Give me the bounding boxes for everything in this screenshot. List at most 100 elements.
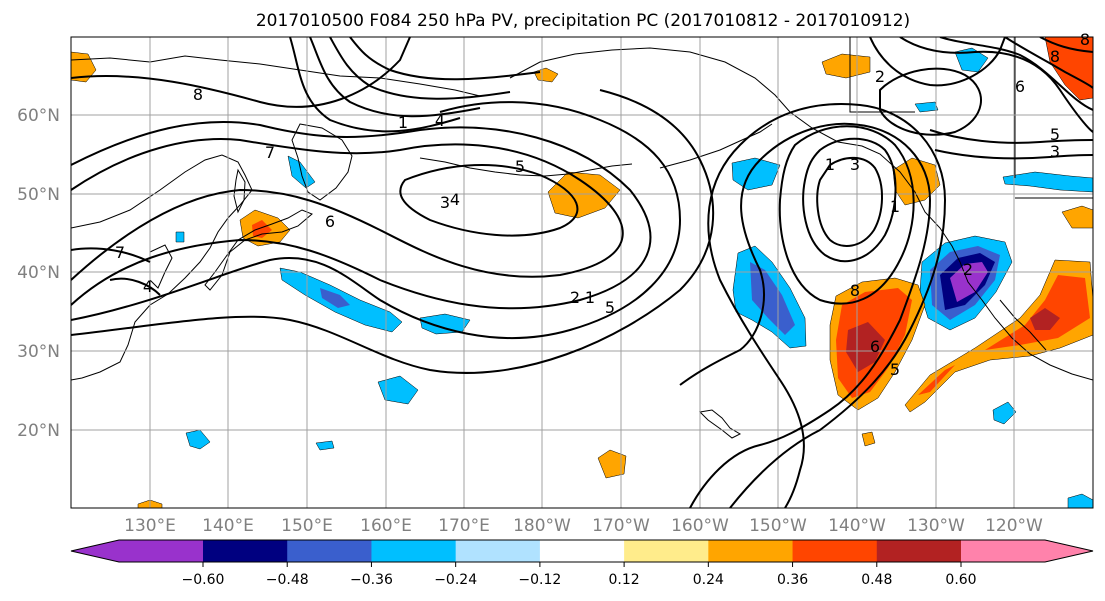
pv-contour [289,37,461,133]
pv-contour [1039,37,1093,53]
colorbar-tick-label: 0.48 [861,572,892,588]
lat-label: 40°N [17,263,60,283]
colorbar-segment [371,540,457,562]
colorbar-segment [708,540,794,562]
precip-positive-area [904,259,1093,413]
contour-label: 7 [115,243,125,262]
precip-negative-core [320,288,350,308]
precip-negative-area [1002,171,1093,193]
lon-label: 170°E [438,516,490,536]
lat-label: 50°N [17,185,60,205]
colorbar-extend-low [71,540,203,562]
colorbar-segment [455,540,541,562]
precip-positive-area [1061,205,1093,229]
contour-label: 3 [440,193,450,212]
contour-label: 1 [398,113,408,132]
pv-contour [929,129,1093,144]
precip-negative-area [731,157,781,191]
contour-label: 4 [450,190,460,209]
precip-negative-area [377,375,419,405]
contour-label: 8 [850,281,860,300]
precip-negative-area [914,101,939,113]
contour-label: 2 [875,67,885,86]
lon-label: 140°W [828,516,886,536]
precip-positive-area [892,157,941,206]
precip-shading [71,37,1093,508]
precip-negative-core [750,262,795,335]
colorbar-segment [876,540,962,562]
colorbar-tick-label: −0.24 [434,572,477,588]
pv-contour [778,125,915,305]
precip-positive-core [846,322,885,372]
colorbar-outline [70,539,1094,563]
gridlines [71,37,1093,508]
colorbar-tick-label: 0.24 [693,572,724,588]
contour-label: 5 [1050,125,1060,144]
coastlines [71,37,1093,439]
contour-label: 4 [435,111,445,130]
colorbar-segment [203,540,288,562]
coastline-alaska [509,47,961,263]
colorbar-segment [539,540,625,562]
contour-label: 1 [825,155,835,174]
lon-label: 130°E [124,516,176,536]
pv-contour [1004,37,1093,89]
contour-label: 8 [1080,30,1090,49]
contour-label: 1 [585,288,595,307]
contour-label: 2 [570,288,580,307]
lon-label: 120°W [985,516,1043,536]
latitude-labels: 60°N 50°N 40°N 30°N 20°N [17,106,60,441]
pv-contour [71,120,652,310]
coastline-asia [71,154,253,381]
contour-label: 1 [890,197,900,216]
contour-label: 8 [1050,47,1060,66]
pv-contour [71,89,715,374]
coastline-sakhalin [233,168,246,214]
border-canada [849,37,1093,199]
precip-negative-area [954,47,989,73]
pv-contour [349,37,541,81]
lon-label: 130°W [907,516,965,536]
pv-contour [869,37,1006,87]
precip-positive-area [821,53,871,79]
pv-contours [71,37,1093,508]
pv-contour [71,247,151,263]
islands-aleutian [419,157,633,177]
lon-label: 160°E [360,516,412,536]
colorbar-tick-label: 0.36 [777,572,808,588]
figure-title: 2017010500 F084 250 hPa PV, precipitatio… [256,11,910,31]
lon-label: 180°W [513,516,571,536]
colorbar-tick-label: −0.12 [518,572,561,588]
contour-label: 2 [963,260,973,279]
pv-contour [71,37,411,108]
pv-contour [309,37,481,118]
precip-negative-area [315,440,335,451]
coastline-alaska-peninsula [659,123,773,169]
precip-positive-area [861,431,876,447]
contour-label: 4 [143,277,153,296]
colorbar: −0.60 −0.48 −0.36 −0.24 −0.12 0.12 0.24 0.36 0.4… [70,539,1094,588]
lon-label: 170°W [592,516,650,536]
colorbar-segment [624,540,709,562]
precip-positive-core [918,275,1090,395]
colorbar-tick-label: −0.60 [182,572,225,588]
islands-hawaii [698,409,742,439]
colorbar-tick-label: 0.12 [609,572,640,588]
precip-positive-area [533,67,559,83]
pv-contour [679,122,932,508]
pv-contour [71,138,624,281]
pv-contour [399,164,579,237]
contour-label: 7 [265,143,275,162]
lon-label: 140°E [202,516,254,536]
longitude-labels: 130°E 140°E 150°E 160°E 170°E 180°W 170°W 160°W… [124,516,1043,536]
contour-label: 8 [193,85,203,104]
lat-label: 20°N [17,421,60,441]
precip-negative-area [1067,493,1093,508]
precip-negative-area [992,401,1017,425]
contour-label: 6 [325,212,335,231]
precip-positive-core [1030,308,1060,330]
contour-label: 5 [890,360,900,379]
pv-contour [802,137,897,263]
